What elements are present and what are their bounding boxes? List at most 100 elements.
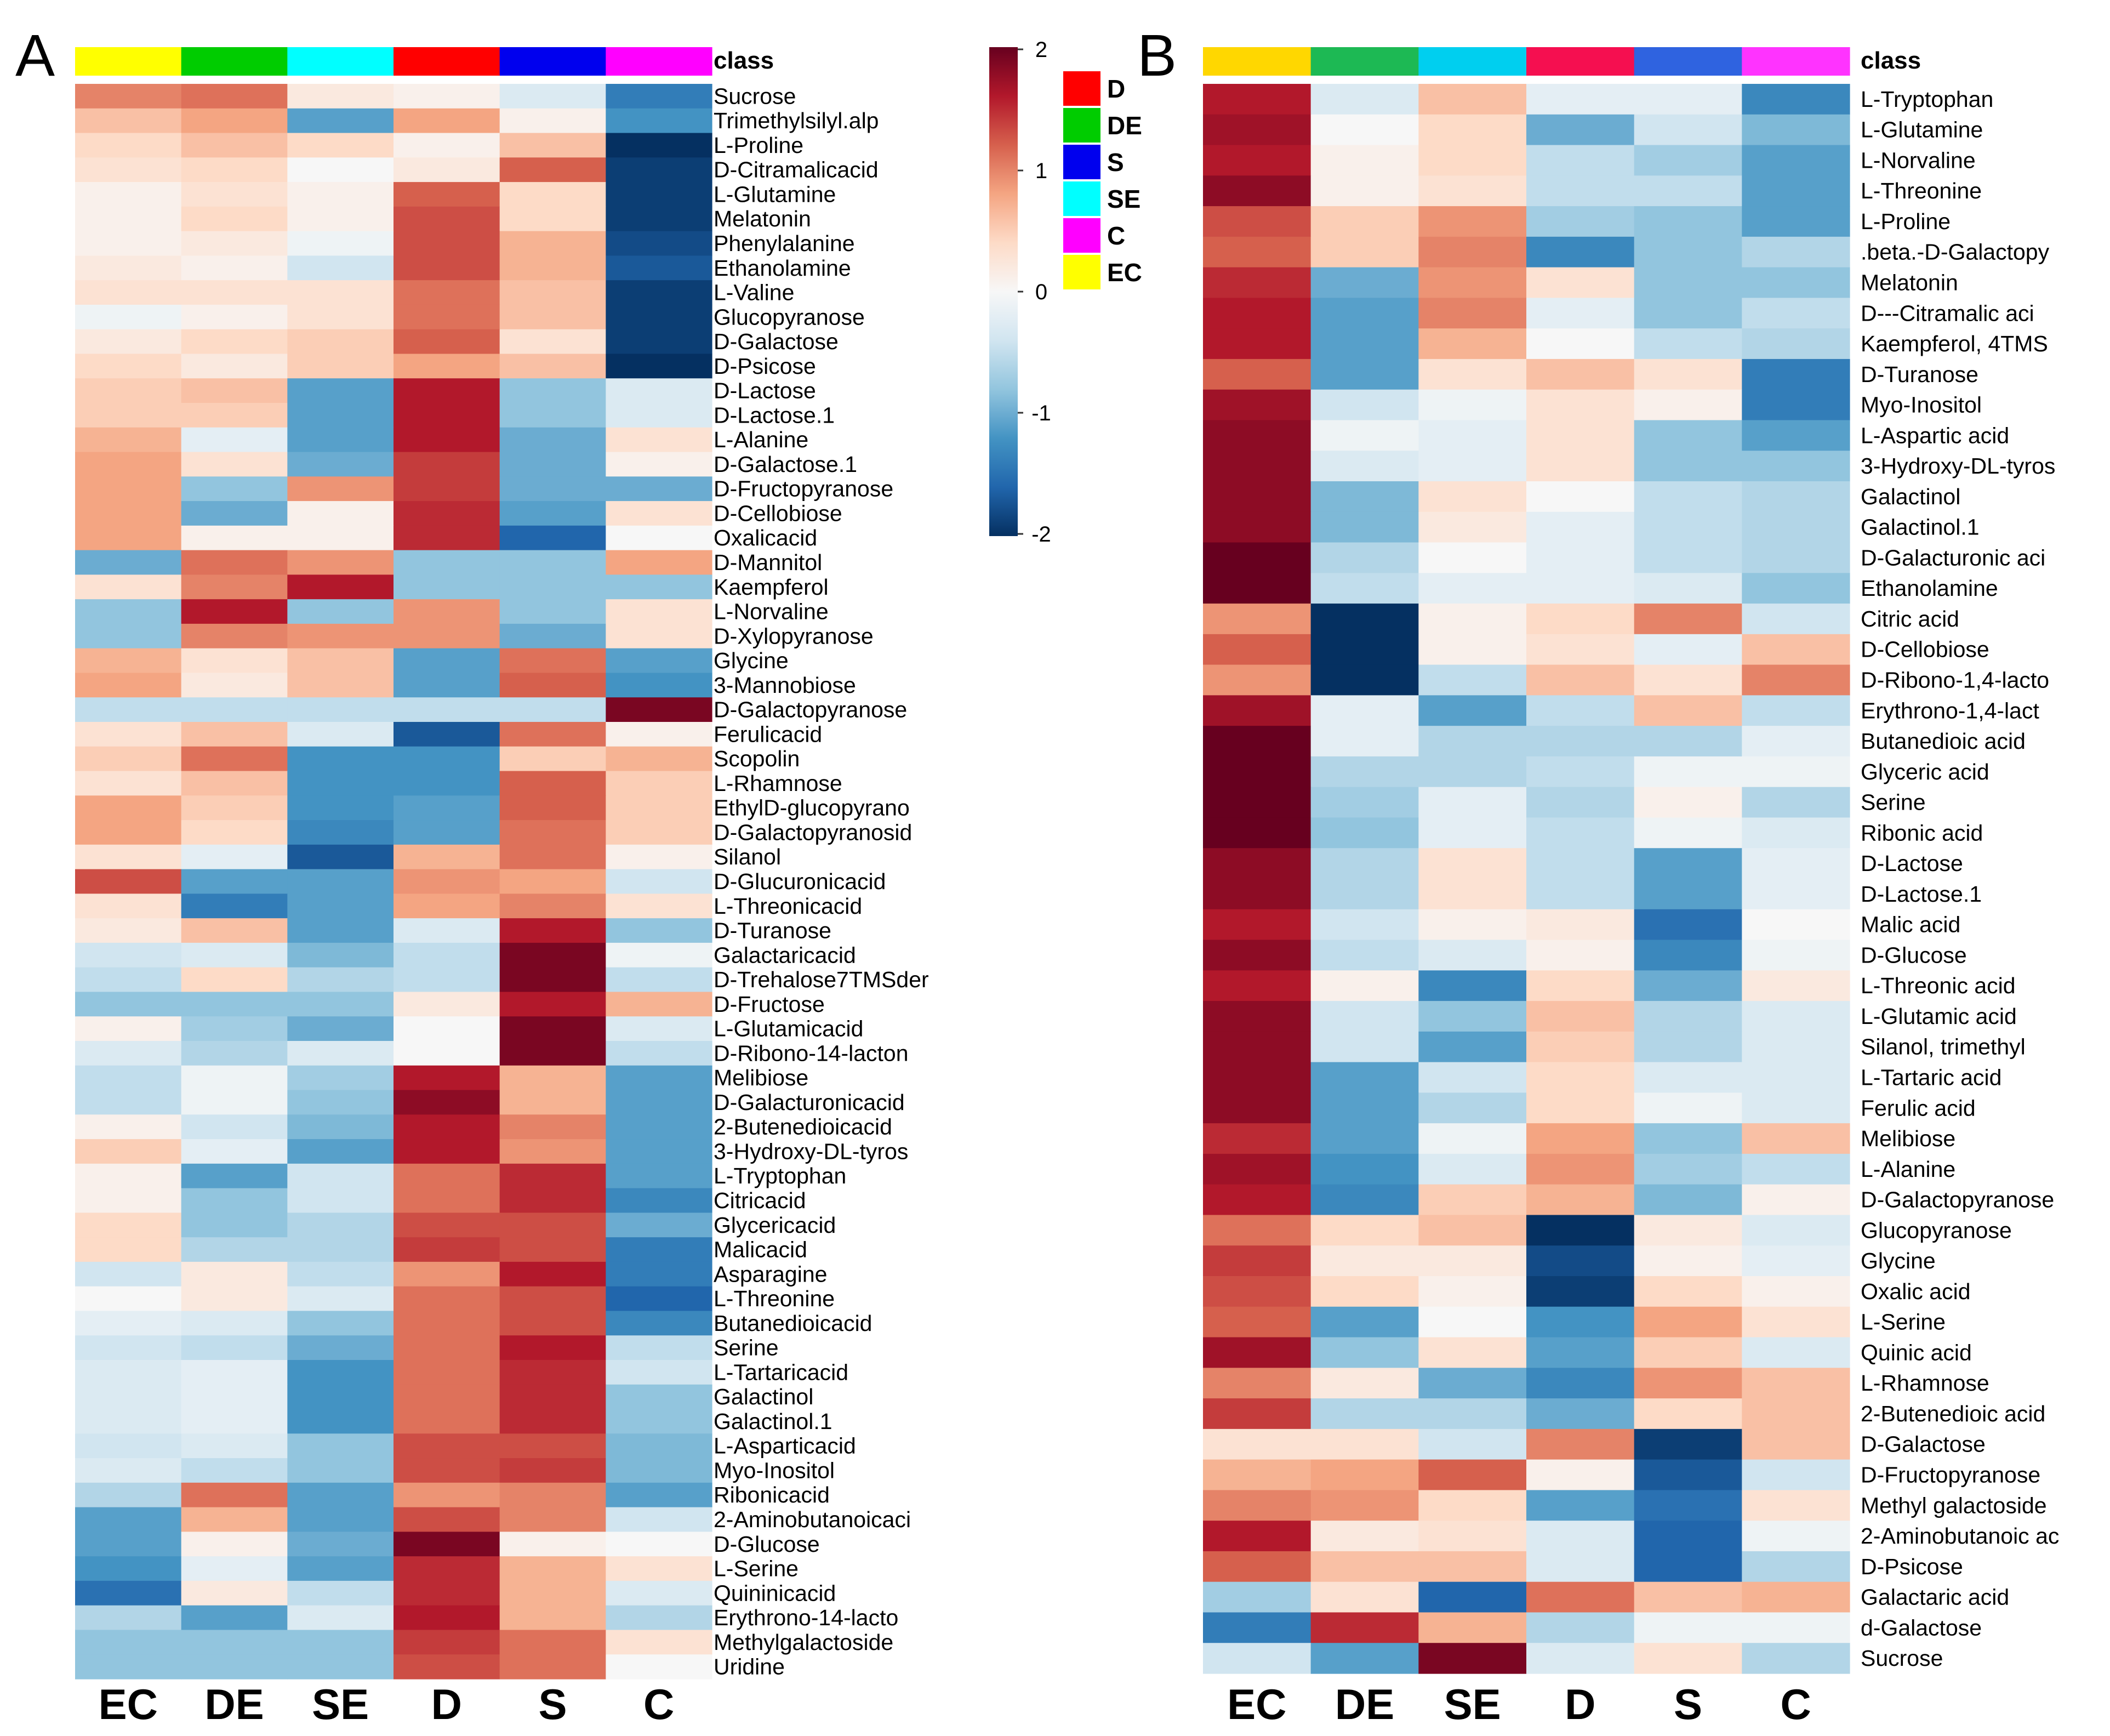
class-bar-s [1634, 47, 1742, 76]
row-label: 3-Hydroxy-DL-tyros [1861, 453, 2055, 479]
legend-swatch-s [1063, 145, 1100, 179]
heatmap-cell [287, 206, 394, 232]
heatmap-cell [499, 329, 606, 355]
heatmap-cell [394, 452, 500, 477]
heatmap-cell [1203, 1643, 1311, 1674]
row-label: D-Mannitol [714, 550, 822, 575]
heatmap-cell [499, 1335, 606, 1361]
heatmap-cell [1203, 420, 1311, 451]
heatmap-cell [75, 942, 182, 968]
heatmap-cell [1742, 1245, 1850, 1277]
heatmap-cell [1634, 84, 1742, 115]
heatmap-cell [1526, 175, 1635, 207]
heatmap-cell [1634, 451, 1742, 482]
heatmap-cell [1742, 1428, 1850, 1460]
heatmap-cell [287, 1163, 394, 1189]
heatmap-cell [287, 1360, 394, 1385]
heatmap-cell [1418, 970, 1527, 1001]
heatmap-cell [394, 525, 500, 551]
heatmap-cell [606, 1556, 712, 1581]
row-label: Galactinol.1 [714, 1409, 832, 1434]
heatmap-cell [394, 1261, 500, 1287]
row-label: L-Threonic acid [1861, 973, 2016, 998]
heatmap-cell [75, 673, 182, 698]
heatmap-cell [499, 1605, 606, 1631]
row-label: D-Psicose [714, 354, 816, 379]
heatmap-cell [181, 501, 288, 526]
heatmap-cell [1203, 267, 1311, 298]
heatmap-cell [394, 623, 500, 649]
heatmap-cell [75, 1605, 182, 1631]
heatmap-cell [499, 1065, 606, 1091]
row-label: Ribonicacid [714, 1482, 830, 1507]
heatmap-cell [1310, 145, 1419, 176]
heatmap-cell [1203, 1368, 1311, 1399]
color-scale-tick-label: -1 [1031, 401, 1051, 425]
heatmap-cell [394, 1188, 500, 1213]
heatmap-cell [499, 550, 606, 575]
heatmap-cell [1742, 1459, 1850, 1490]
heatmap-cell [181, 1630, 288, 1655]
heatmap-cell [1203, 114, 1311, 146]
row-label: Myo-Inositol [1861, 392, 1982, 418]
row-label: D-Ribono-1,4-lacto [1861, 668, 2049, 693]
row-label: Methyl galactoside [1861, 1493, 2047, 1518]
row-label: L-Proline [1861, 209, 1951, 234]
heatmap-cell [287, 1286, 394, 1312]
heatmap-cell [1634, 756, 1742, 788]
legend-label-de: DE [1107, 111, 1142, 140]
heatmap-cell [1526, 1001, 1635, 1032]
heatmap-cell [394, 1654, 500, 1680]
row-label: D-Psicose [1861, 1554, 1963, 1579]
heatmap-cell [1526, 1612, 1635, 1643]
heatmap-cell [1742, 726, 1850, 757]
heatmap-cell [181, 992, 288, 1017]
heatmap-cell [1526, 1337, 1635, 1368]
heatmap-cell [287, 1090, 394, 1115]
heatmap-cell [75, 427, 182, 453]
heatmap-cell [394, 206, 500, 232]
heatmap-cell [1310, 726, 1419, 757]
heatmap-cell [1742, 970, 1850, 1001]
heatmap-cell [181, 378, 288, 403]
heatmap-cell [1634, 604, 1742, 635]
heatmap-cell [499, 992, 606, 1017]
heatmap-cell [75, 648, 182, 674]
heatmap-cell [1418, 909, 1527, 941]
heatmap-cell [1203, 1521, 1311, 1552]
heatmap-cell [394, 1556, 500, 1581]
class-bar-de [1310, 47, 1419, 76]
row-label: 2-Butenedioicacid [714, 1114, 892, 1140]
heatmap-cell [1634, 970, 1742, 1001]
heatmap-cell [1203, 573, 1311, 604]
heatmap-cell [1742, 236, 1850, 268]
heatmap-cell [1203, 879, 1311, 910]
heatmap-cell [1526, 389, 1635, 421]
heatmap-cell [287, 427, 394, 453]
heatmap-cell [1742, 1153, 1850, 1185]
heatmap-cell [75, 623, 182, 649]
heatmap-cell [1310, 1031, 1419, 1063]
heatmap-cell [1526, 1184, 1635, 1216]
class-bar-ec [75, 47, 182, 76]
heatmap-cell [75, 280, 182, 305]
legend-label-s: S [1107, 148, 1124, 177]
heatmap-cell [1526, 879, 1635, 910]
heatmap-cell [75, 844, 182, 870]
heatmap-cell [394, 1335, 500, 1361]
heatmap-cell [75, 1090, 182, 1115]
heatmap-cell [181, 1163, 288, 1189]
row-label: Glucopyranose [714, 304, 865, 329]
heatmap-cell [1742, 1306, 1850, 1338]
heatmap-cell [1310, 970, 1419, 1001]
heatmap-cell [181, 967, 288, 993]
heatmap-cell [1310, 1062, 1419, 1093]
heatmap-cell [181, 893, 288, 919]
heatmap-cell [1526, 817, 1635, 849]
heatmap-cell [1526, 1398, 1635, 1430]
legend-label-ec: EC [1107, 258, 1142, 287]
heatmap-cell [1418, 1551, 1527, 1583]
heatmap-cell [287, 476, 394, 502]
heatmap-cell [1418, 1092, 1527, 1124]
heatmap-cell [1203, 817, 1311, 849]
